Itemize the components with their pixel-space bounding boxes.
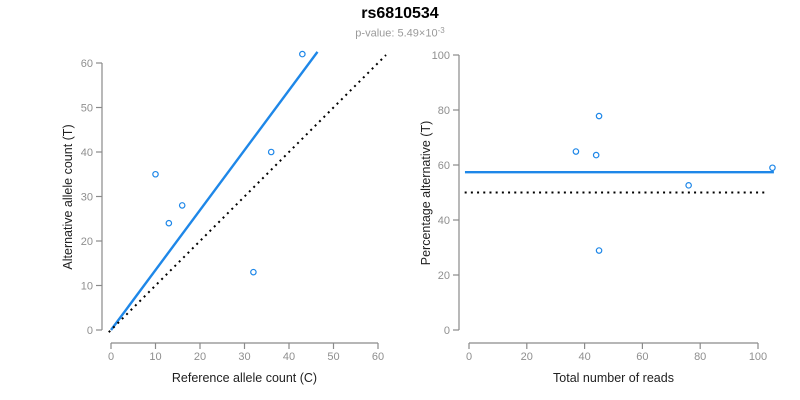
- x-tick-label: 60: [372, 351, 384, 363]
- y-tick-label: 50: [81, 103, 93, 115]
- x-axis: 0 20 40 60 80 100: [466, 342, 767, 363]
- data-point: [592, 151, 600, 159]
- y-axis: 0 20 40 60 80 100: [432, 50, 460, 337]
- x-tick-label: 30: [238, 351, 250, 363]
- pvalue-subtitle: p-value: 5.49×10-3: [0, 25, 800, 40]
- x-tick-label: 40: [283, 351, 295, 363]
- y-tick-label: 40: [438, 215, 450, 227]
- x-tick-label: 20: [521, 351, 533, 363]
- data-point: [299, 50, 306, 58]
- data-point: [572, 148, 580, 155]
- left-yaxis-title: Alternative allele count (T): [61, 124, 75, 270]
- y-tick-label: 100: [432, 50, 450, 62]
- x-tick-label: 50: [327, 351, 339, 363]
- x-tick-label: 40: [578, 351, 590, 363]
- data-point: [267, 148, 275, 156]
- right-plot: 0 20 40 60 80 100 0 20 40 60 80 100: [432, 50, 776, 363]
- data-point: [769, 164, 776, 172]
- left-xaxis-title: Reference allele count (C): [171, 371, 318, 385]
- y-tick-label: 20: [81, 236, 93, 248]
- x-tick-label: 60: [636, 351, 648, 363]
- data-point: [595, 112, 603, 120]
- fitted-ratio-line: [110, 51, 319, 331]
- page-title: rs6810534: [361, 5, 439, 22]
- pvalue-label: p-value: 5.49×10: [355, 27, 438, 40]
- right-yaxis-title: Percentage alternative (T): [419, 120, 433, 266]
- y-tick-label: 0: [444, 325, 450, 337]
- data-point: [152, 170, 159, 178]
- y-tick-label: 10: [81, 281, 93, 293]
- y-tick-label: 40: [81, 147, 93, 159]
- data-point: [178, 202, 186, 209]
- y-tick-label: 80: [438, 105, 450, 117]
- y-tick-label: 20: [438, 270, 450, 282]
- right-xaxis-title: Total number of reads: [553, 371, 674, 385]
- y-tick-label: 60: [81, 58, 93, 70]
- pvalue-exponent: -3: [437, 26, 445, 35]
- y-tick-label: 60: [438, 160, 450, 172]
- data-point: [165, 219, 173, 227]
- x-tick-label: 80: [694, 351, 706, 363]
- left-plot: 0 10 20 30 40 50 60 0 10 20 30 40 50 60: [81, 50, 387, 363]
- x-tick-label: 0: [108, 351, 114, 363]
- x-tick-label: 0: [466, 351, 472, 363]
- x-tick-label: 10: [149, 351, 161, 363]
- x-tick-label: 100: [749, 351, 767, 363]
- identity-line: [108, 54, 387, 333]
- y-tick-label: 30: [81, 192, 93, 204]
- data-point: [685, 182, 692, 189]
- x-tick-label: 20: [194, 351, 206, 363]
- data-point: [595, 247, 603, 254]
- data-point: [250, 268, 257, 276]
- x-axis: 0 10 20 30 40 50 60: [108, 342, 384, 363]
- y-tick-label: 0: [87, 325, 93, 337]
- y-axis: 0 10 20 30 40 50 60: [81, 58, 103, 337]
